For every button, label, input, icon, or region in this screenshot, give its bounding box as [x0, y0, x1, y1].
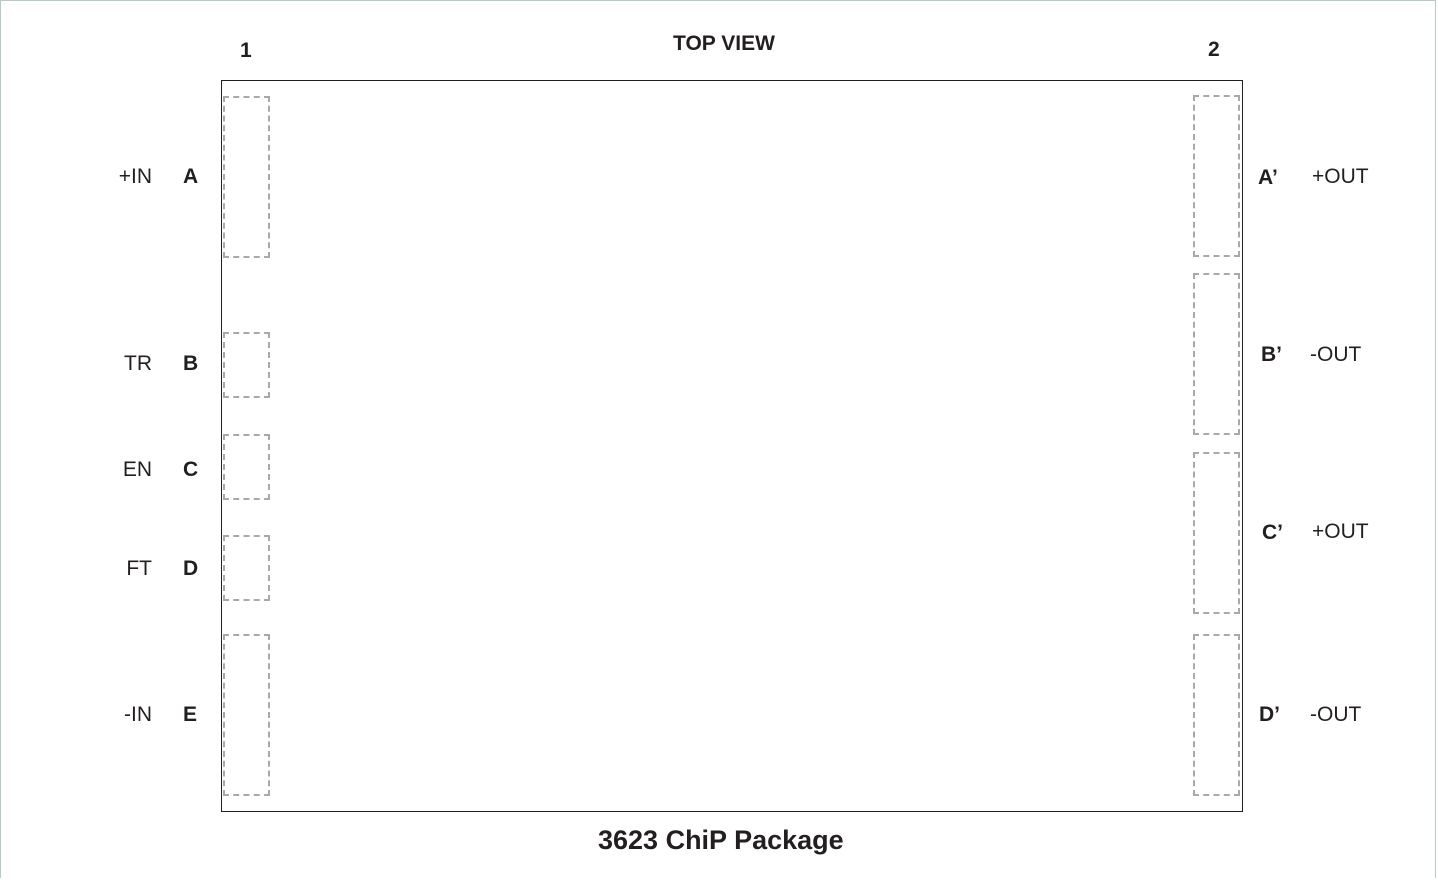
- pad-E: [223, 634, 270, 796]
- column-label-right: 2: [1208, 38, 1220, 61]
- right-pin-D-prime: D’: [1259, 703, 1280, 726]
- pad-B-prime: [1193, 273, 1240, 435]
- column-label-left: 1: [240, 39, 252, 62]
- right-signal-C-prime: +OUT: [1312, 520, 1369, 543]
- pad-A: [223, 96, 270, 258]
- pad-C-prime: [1193, 452, 1240, 614]
- left-signal-B: TR: [124, 352, 152, 375]
- left-signal-D: FT: [126, 557, 152, 580]
- pad-C: [223, 434, 270, 500]
- right-signal-B-prime: -OUT: [1310, 343, 1362, 366]
- left-pin-D: D: [183, 557, 199, 580]
- right-pin-B-prime: B’: [1261, 343, 1282, 366]
- pad-D-prime: [1193, 634, 1240, 796]
- package-caption: 3623 ChiP Package: [598, 825, 844, 855]
- right-pin-C-prime: C’: [1262, 521, 1283, 544]
- pad-A-prime: [1193, 95, 1240, 257]
- pad-D: [223, 535, 270, 601]
- left-pin-C: C: [183, 458, 199, 481]
- left-signal-A: +IN: [118, 165, 152, 188]
- view-label: TOP VIEW: [673, 32, 775, 55]
- package-outline: [221, 80, 1243, 812]
- right-signal-D-prime: -OUT: [1310, 703, 1362, 726]
- right-pin-A-prime: A’: [1258, 166, 1278, 189]
- pad-B: [223, 332, 270, 398]
- right-signal-A-prime: +OUT: [1312, 165, 1369, 188]
- left-pin-A: A: [183, 165, 199, 188]
- left-signal-C: EN: [122, 458, 152, 481]
- left-signal-E: -IN: [124, 703, 152, 726]
- left-pin-E: E: [183, 703, 198, 726]
- left-pin-B: B: [183, 352, 199, 375]
